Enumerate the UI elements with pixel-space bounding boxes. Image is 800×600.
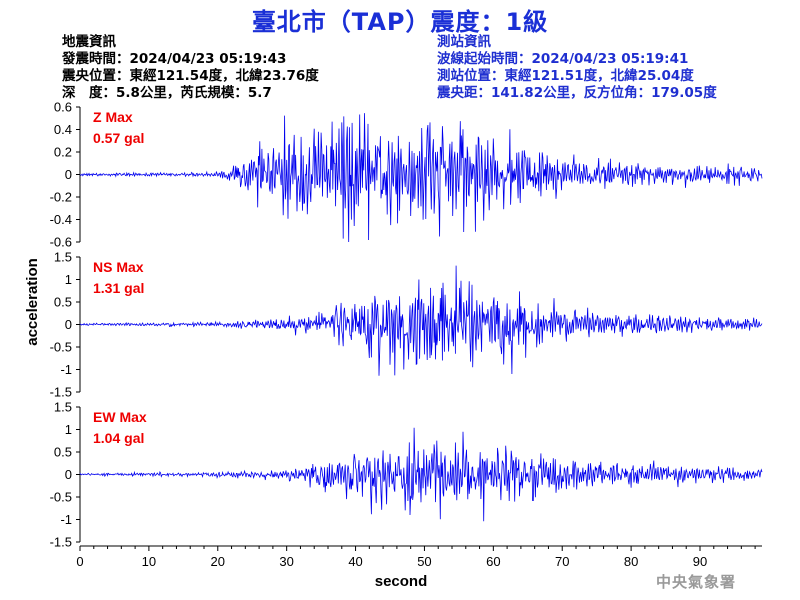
station-info-block: 測站資訊 波線起始時間：2024/04/23 05:19:41 測站位置：東經1… (437, 34, 717, 102)
y-tick-label-ew: 1.5 (54, 400, 72, 415)
y-tick-label-z: 0.4 (54, 122, 72, 137)
y-tick-label-ns: 0.5 (54, 295, 72, 310)
x-tick-label: 40 (348, 554, 362, 569)
panel-max-ew: 1.04 gal (93, 430, 144, 446)
y-tick-label-ns: 0 (65, 317, 72, 332)
y-tick-label-z: 0.2 (54, 145, 72, 160)
y-tick-label-z: -0.4 (50, 212, 72, 227)
quake-info-block: 地震資訊 發震時間：2024/04/23 05:19:43 震央位置：東經121… (62, 34, 319, 102)
x-tick-label: 20 (211, 554, 225, 569)
distance-azimuth: 震央距：141.82公里，反方位角：179.05度 (437, 85, 717, 101)
y-tick-label-z: -0.2 (50, 190, 72, 205)
agency-watermark: 中央氣象署 (656, 573, 737, 591)
quake-info-heading: 地震資訊 (62, 34, 116, 50)
panel-max-ns: 1.31 gal (93, 280, 144, 296)
x-tick-label: 60 (486, 554, 500, 569)
x-tick-label: 30 (279, 554, 293, 569)
x-tick-label: 90 (693, 554, 707, 569)
x-tick-label: 10 (142, 554, 156, 569)
panel-label-ns: NS Max (93, 259, 144, 275)
panel-label-ew: EW Max (93, 409, 147, 425)
origin-time: 發震時間：2024/04/23 05:19:43 (62, 51, 287, 67)
waveform-z (79, 113, 763, 243)
panel-label-z: Z Max (93, 109, 133, 125)
y-tick-label-ns: 1.5 (54, 250, 72, 265)
chart-title: 臺北市（TAP）震度：1級 (251, 8, 549, 36)
y-tick-label-ew: -1 (60, 512, 72, 527)
waveform-ns (79, 265, 763, 376)
station-info-heading: 測站資訊 (437, 34, 491, 50)
y-tick-label-ew: 0.5 (54, 445, 72, 460)
y-tick-label-z: 0 (65, 167, 72, 182)
x-tick-label: 70 (555, 554, 569, 569)
y-tick-label-z: 0.6 (54, 100, 72, 115)
waveform-ew (79, 427, 763, 522)
y-tick-label-ew: 0 (65, 467, 72, 482)
x-tick-label: 80 (624, 554, 638, 569)
x-axis-title: second (375, 573, 428, 590)
x-tick-label: 50 (417, 554, 431, 569)
panel-max-z: 0.57 gal (93, 130, 144, 146)
y-tick-label-ns: -0.5 (50, 340, 72, 355)
y-tick-label-ew: -0.5 (50, 490, 72, 505)
y-tick-label-ns: -1.5 (50, 385, 72, 400)
x-tick-label: 0 (76, 554, 83, 569)
y-tick-label-ns: 1 (65, 272, 72, 287)
depth-magnitude: 深 度：5.8公里，芮氏規模：5.7 (62, 85, 272, 101)
epicenter-location: 震央位置：東經121.54度，北緯23.76度 (62, 68, 319, 84)
y-axis-title: acceleration (24, 258, 41, 346)
y-tick-label-ew: -1.5 (50, 535, 72, 550)
y-tick-label-ew: 1 (65, 422, 72, 437)
y-tick-label-ns: -1 (60, 362, 72, 377)
station-location: 測站位置：東經121.51度，北緯25.04度 (437, 68, 694, 84)
y-tick-label-z: -0.6 (50, 235, 72, 250)
wave-start-time: 波線起始時間：2024/04/23 05:19:41 (437, 51, 689, 67)
